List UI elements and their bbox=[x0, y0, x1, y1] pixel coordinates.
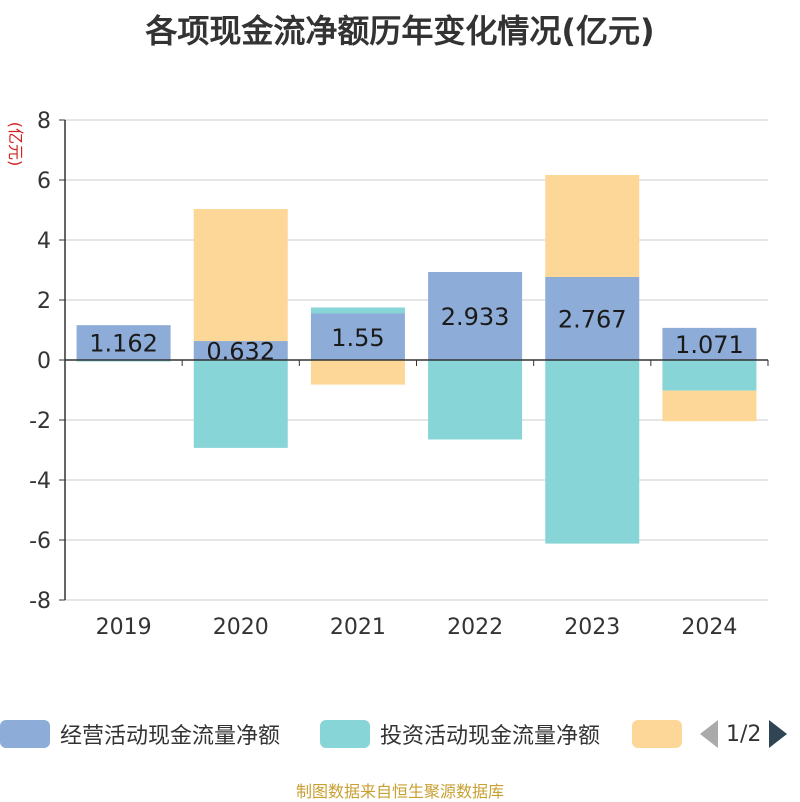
legend-label-operating: 经营活动现金流量净额 bbox=[60, 724, 281, 749]
bar-series1-2021 bbox=[310, 313, 405, 360]
x-tick-label: 2022 bbox=[447, 615, 503, 640]
bar-series2-2023 bbox=[545, 360, 640, 544]
bar-series2-2021 bbox=[310, 307, 405, 314]
source-note: 制图数据来自恒生聚源数据库 bbox=[295, 782, 504, 801]
bar-series2-2020 bbox=[193, 360, 288, 448]
bar-series1-2019 bbox=[76, 325, 171, 360]
bar-series3-2020 bbox=[193, 209, 288, 342]
bar-series1-2023 bbox=[545, 276, 640, 360]
x-tick-label: 2019 bbox=[96, 615, 152, 640]
x-tick-label: 2021 bbox=[330, 615, 386, 640]
legend-swatch-third bbox=[632, 720, 682, 748]
bar-series1-2024 bbox=[662, 327, 757, 360]
data-label: 1.55 bbox=[331, 324, 384, 352]
bar-series3-2024 bbox=[662, 390, 757, 422]
chart-canvas: 8 6 4 2 0 -2 -4 -6 -8 (亿元) 1.162 0.632 1.55 2.933 2.76… bbox=[6, 109, 769, 640]
legend-pager: 1/2 bbox=[700, 718, 788, 750]
x-tick-label: 2024 bbox=[681, 615, 737, 640]
legend-swatch-operating bbox=[0, 720, 50, 748]
bar-series3-2023 bbox=[545, 174, 640, 277]
legend-item-third[interactable] bbox=[632, 716, 682, 752]
legend-item-operating[interactable]: 经营活动现金流量净额 bbox=[0, 716, 280, 752]
data-label: 2.933 bbox=[441, 303, 510, 331]
y-axis-title: (亿元) bbox=[6, 122, 25, 167]
bar-series2-2024 bbox=[662, 360, 757, 391]
y-tick-label: 4 bbox=[37, 229, 51, 254]
x-tick-label: 2020 bbox=[213, 615, 269, 640]
y-tick-label: 6 bbox=[37, 169, 51, 194]
chart-title: 各项现金流净额历年变化情况(亿元) bbox=[145, 12, 655, 50]
legend-label-investing: 投资活动现金流量净额 bbox=[380, 724, 601, 749]
bar-series2-2022 bbox=[428, 360, 523, 440]
bar-series1-2020 bbox=[193, 341, 288, 360]
y-tick-label: 0 bbox=[37, 349, 51, 374]
legend-item-investing[interactable]: 投资活动现金流量净额 bbox=[320, 716, 600, 752]
legend: 经营活动现金流量净额 投资活动现金流量净额 bbox=[0, 716, 800, 752]
legend-page-indicator: 1/2 bbox=[726, 721, 762, 747]
previous-page-arrow-icon[interactable] bbox=[700, 720, 718, 748]
bar-series1-2022 bbox=[428, 272, 523, 360]
y-tick-label: 2 bbox=[37, 289, 51, 314]
y-tick-label: -6 bbox=[29, 529, 51, 554]
data-label: 0.632 bbox=[206, 338, 275, 366]
y-tick-label: -2 bbox=[29, 409, 51, 434]
data-label: 1.162 bbox=[89, 330, 158, 358]
data-label: 1.071 bbox=[675, 331, 744, 359]
y-tick-label: -4 bbox=[29, 469, 51, 494]
x-tick-label: 2023 bbox=[564, 615, 620, 640]
y-tick-label: 8 bbox=[37, 109, 51, 134]
next-page-arrow-icon[interactable] bbox=[769, 720, 788, 748]
y-tick-label: -8 bbox=[29, 589, 51, 614]
legend-swatch-investing bbox=[320, 720, 370, 748]
bar-series3-2021 bbox=[310, 360, 405, 385]
data-label: 2.767 bbox=[558, 305, 627, 333]
